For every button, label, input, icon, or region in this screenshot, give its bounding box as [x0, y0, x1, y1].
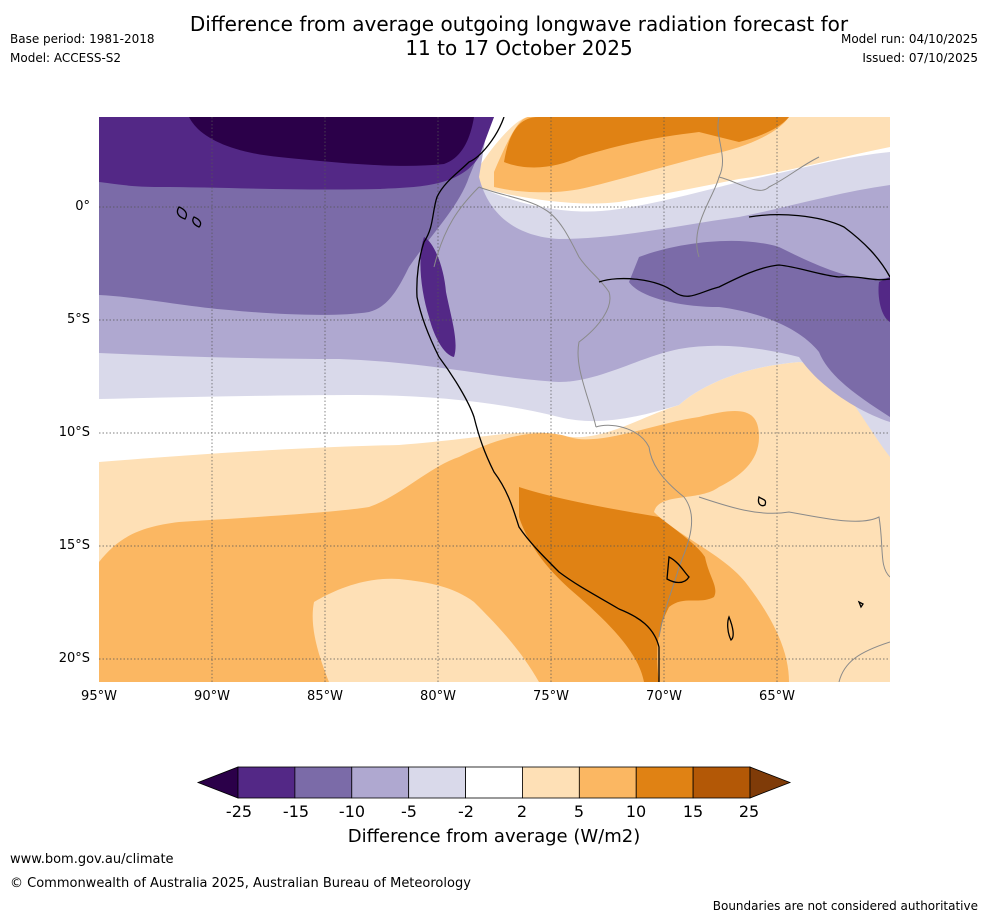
colorbar-label-neg25: -25: [225, 802, 253, 821]
lon-tick-95w: 95°W: [81, 689, 117, 704]
patch-light-orange-south: [312, 578, 539, 682]
colorbar-label-15: 15: [682, 802, 704, 821]
patch-darkest-purple: [189, 117, 474, 166]
lon-tick-70w: 70°W: [646, 689, 682, 704]
colorbar: [196, 766, 792, 799]
colorbar-label-2: 2: [516, 802, 528, 821]
colorbar-segment-5: [465, 766, 523, 799]
patch-dark-orange-altiplano: [519, 487, 716, 682]
lat-tick-10s: 10°S: [58, 425, 90, 440]
colorbar-segment-7: [578, 766, 637, 799]
title-line-2: 11 to 17 October 2025: [405, 36, 633, 60]
colorbar-label-neg15: -15: [282, 802, 310, 821]
colorbar-label-neg5: -5: [401, 802, 417, 821]
colorbar-segment-6: [522, 766, 580, 799]
colorbar-label-25: 25: [738, 802, 760, 821]
colorbar-arrow-low: [196, 766, 239, 799]
colorbar-label-neg2: -2: [458, 802, 474, 821]
patch-dark-orange-north: [504, 117, 789, 168]
patch-medium-purple-amazon: [629, 240, 890, 417]
colorbar-label-10: 10: [625, 802, 647, 821]
colorbar-arrow-high: [749, 766, 792, 799]
patch-dark-purple-east: [878, 277, 890, 322]
lat-tick-15s: 15°S: [58, 538, 90, 553]
colorbar-title: Difference from average (W/m2): [347, 826, 641, 847]
lon-tick-75w: 75°W: [533, 689, 569, 704]
copyright-text: © Commonwealth of Australia 2025, Austra…: [10, 876, 471, 891]
lon-tick-80w: 80°W: [420, 689, 456, 704]
graticule: [99, 117, 890, 682]
colorbar-segments: [237, 766, 751, 799]
colorbar-segment-9: [692, 766, 751, 799]
model-name: Model: ACCESS-S2: [10, 51, 122, 65]
lon-tick-85w: 85°W: [307, 689, 343, 704]
colorbar-segment-3: [351, 766, 410, 799]
coastlines: [176, 117, 890, 682]
lat-tick-0: 0°: [75, 199, 90, 214]
lon-tick-90w: 90°W: [194, 689, 230, 704]
lat-tick-20s: 20°S: [58, 651, 90, 666]
lat-tick-5s: 5°S: [66, 312, 90, 327]
colorbar-label-5: 5: [573, 802, 585, 821]
bom-url-link[interactable]: www.bom.gov.au/climate: [10, 852, 174, 867]
colorbar-segment-2: [294, 766, 353, 799]
colorbar-segment-8: [635, 766, 694, 799]
lon-tick-65w: 65°W: [759, 689, 795, 704]
colorbar-segment-1: [237, 766, 296, 799]
colorbar-segment-4: [408, 766, 466, 799]
olr-anomaly-map: [99, 117, 890, 682]
country-boundaries: [433, 117, 890, 682]
colorbar-label-neg10: -10: [338, 802, 366, 821]
chart-title: Difference from average outgoing longwav…: [0, 12, 988, 60]
base-period: Base period: 1981-2018: [10, 32, 155, 46]
issued-date: Issued: 07/10/2025: [862, 51, 978, 65]
disclaimer-text: Boundaries are not considered authoritat…: [712, 899, 978, 913]
title-line-1: Difference from average outgoing longwav…: [189, 12, 849, 36]
model-run: Model run: 04/10/2025: [840, 32, 978, 46]
